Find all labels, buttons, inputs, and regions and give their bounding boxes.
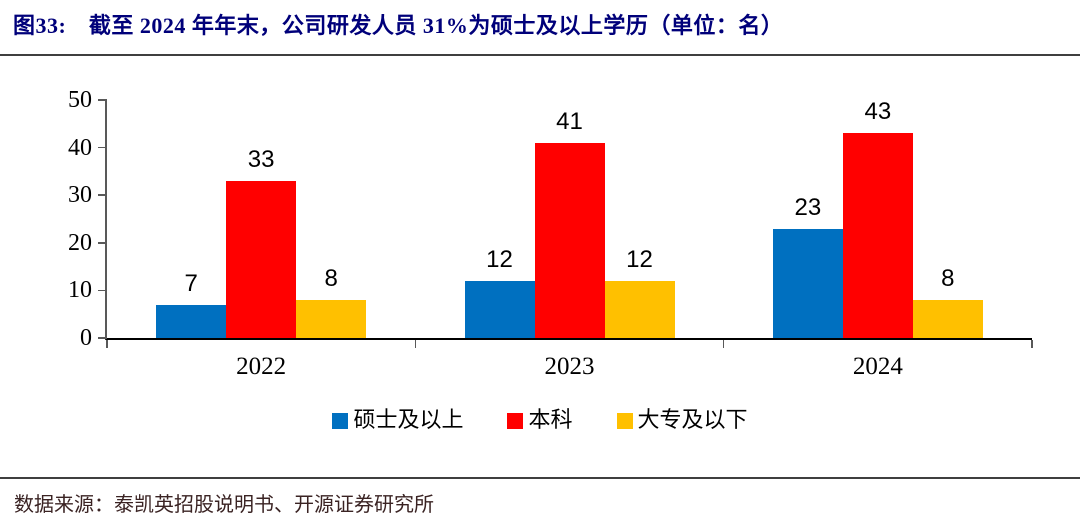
bar-value-label: 41 <box>556 107 583 135</box>
bar-2024-series-2 <box>912 299 983 338</box>
y-axis-tick <box>98 146 107 149</box>
y-axis-tick <box>98 194 107 196</box>
legend-label: 本科 <box>528 407 573 432</box>
figure-title: 图33: 截至 2024 年年末，公司研发人员 31%为硕士及以上学历（单位：名… <box>13 13 784 38</box>
y-axis-tick <box>98 289 107 292</box>
y-axis-tick-label: 50 <box>68 87 92 113</box>
bar-2023-series-0 <box>464 280 535 338</box>
y-axis-tick <box>98 337 107 339</box>
y-axis-tick <box>98 242 107 244</box>
bar-value-label: 43 <box>864 98 892 126</box>
legend-label: 硕士及以上 <box>353 407 464 432</box>
bar-value-label: 23 <box>794 193 822 221</box>
legend-swatch-icon <box>507 413 524 429</box>
y-axis-tick-label: 0 <box>80 325 92 351</box>
bar-value-label: 33 <box>247 145 275 173</box>
bar-value-label: 8 <box>941 264 955 292</box>
data-source-note: 数据来源：泰凯英招股说明书、开源证券研究所 <box>14 494 434 516</box>
bar-2023-series-1 <box>534 142 605 338</box>
bar-2024-series-0 <box>772 228 843 338</box>
category-label: 2022 <box>236 353 287 380</box>
y-axis-tick-label: 10 <box>68 277 92 304</box>
bar-2024-series-1 <box>842 133 913 338</box>
x-axis-tick <box>722 340 725 348</box>
legend-label: 大专及以下 <box>637 407 748 432</box>
x-axis-tick <box>414 340 417 348</box>
legend: 硕士及以上 本科 大专及以下 <box>0 406 1080 434</box>
y-axis-tick-label: 20 <box>68 229 92 256</box>
legend-item: 本科 <box>507 406 573 434</box>
bar-2022-series-2 <box>296 299 367 338</box>
legend-item: 大专及以下 <box>616 406 748 434</box>
y-axis-tick <box>98 99 107 101</box>
bar-value-label: 7 <box>184 269 198 297</box>
category-label: 2023 <box>544 353 595 380</box>
y-axis-labels: 0 10 20 30 40 50 <box>30 87 92 351</box>
category-label: 2024 <box>852 353 903 380</box>
bar-2022-series-1 <box>226 180 297 338</box>
bar-value-label: 8 <box>324 264 338 292</box>
footer-divider-line <box>0 477 1080 479</box>
bar-value-label: 12 <box>626 245 653 273</box>
bar-2022-series-0 <box>156 304 227 338</box>
y-axis-tick-label: 40 <box>68 134 92 161</box>
title-divider-line <box>0 54 1080 56</box>
legend-swatch-icon <box>332 413 349 429</box>
bar-value-label: 12 <box>486 245 513 273</box>
y-axis-tick-label: 30 <box>68 182 92 209</box>
legend-item: 硕士及以上 <box>332 406 463 434</box>
plot-area: 2022 7 33 8 2023 12 41 12 2024 23 43 8 <box>98 98 1033 380</box>
bar-2023-series-2 <box>604 280 675 338</box>
x-axis-tick <box>1031 340 1033 348</box>
legend-swatch-icon <box>616 413 633 429</box>
bar-chart: 0 10 20 30 40 50 2022 7 33 8 2023 12 41 12 2024 23 43 8 … <box>0 60 1080 455</box>
x-axis-tick <box>106 340 108 348</box>
